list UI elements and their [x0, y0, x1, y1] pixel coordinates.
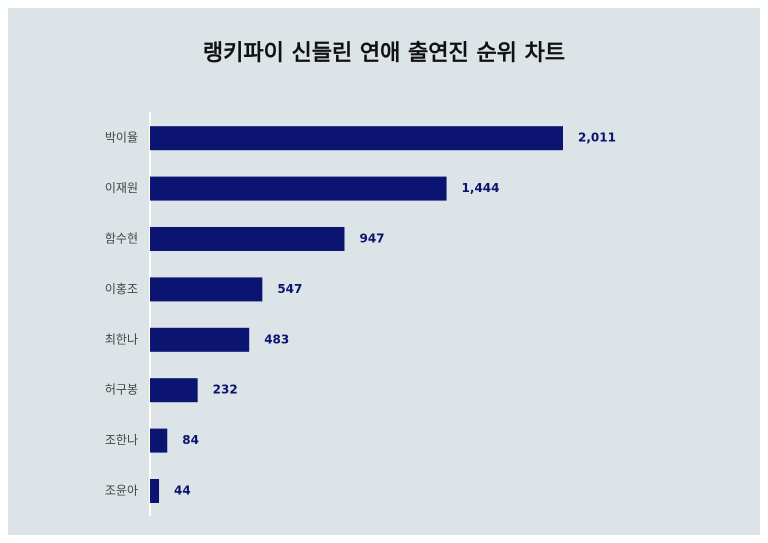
y-tick-label: 이재원 — [105, 181, 138, 195]
bar — [150, 479, 160, 503]
y-tick-label: 조윤아 — [105, 484, 138, 498]
bar — [150, 227, 345, 251]
y-tick-label: 조한나 — [105, 433, 138, 447]
bar — [150, 428, 168, 453]
bar — [150, 126, 563, 151]
value-label: 947 — [359, 232, 384, 246]
value-label: 2,011 — [578, 131, 616, 145]
bar — [150, 277, 263, 302]
y-tick-label: 함수현 — [105, 232, 138, 246]
bar — [150, 378, 198, 403]
y-tick-label: 최한나 — [105, 332, 138, 346]
bar — [150, 327, 250, 352]
value-label: 1,444 — [462, 181, 500, 195]
value-label: 232 — [213, 383, 238, 397]
chart-title: 랭키파이 신들린 연애 출연진 순위 차트 — [203, 41, 565, 66]
panel — [8, 8, 760, 535]
value-label: 84 — [182, 433, 199, 447]
y-tick-label: 박이율 — [105, 131, 138, 145]
value-label: 483 — [264, 332, 289, 346]
y-tick-label: 이홍조 — [105, 282, 138, 296]
value-label: 547 — [277, 282, 302, 296]
bar — [150, 176, 447, 201]
value-label: 44 — [174, 484, 191, 498]
y-tick-label: 허구봉 — [105, 383, 138, 397]
